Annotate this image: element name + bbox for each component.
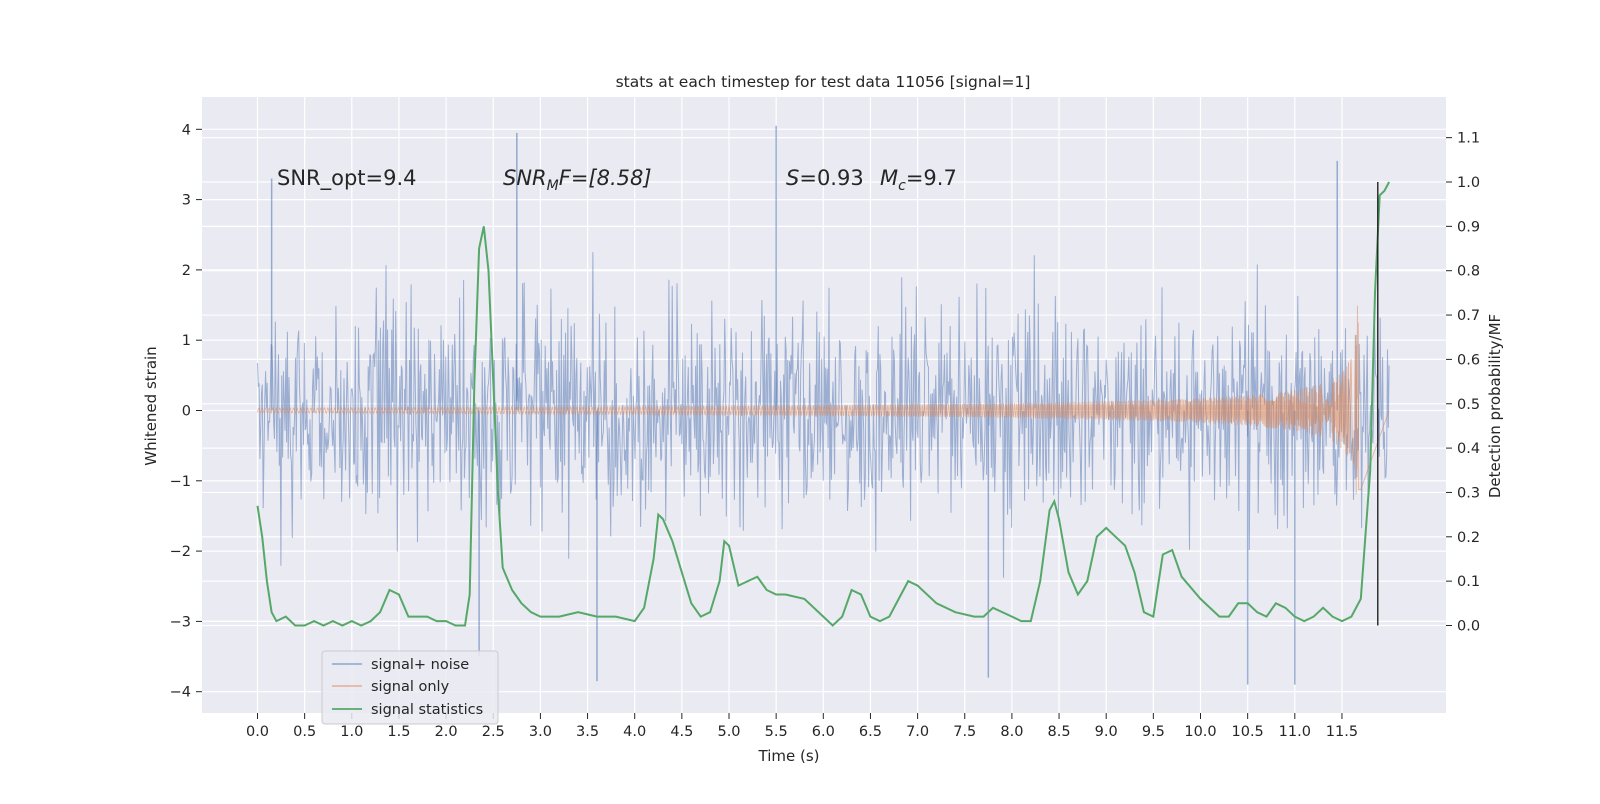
x-tick-label: 5.5: [765, 724, 788, 740]
y2-tick-label: 0.7: [1457, 308, 1480, 324]
legend-label-statistics: signal statistics: [371, 702, 483, 718]
legend-box: [321, 650, 499, 725]
y-tick-label: −3: [170, 614, 191, 630]
x-tick-label: 11.5: [1326, 724, 1358, 740]
y-axis-label: Whitened strain: [142, 346, 160, 465]
y2-axis: 1.1 1.0 0.9 0.8 0.7 0.6 0.5 0.4 0.3 0.2 0.1 0.0: [1446, 131, 1480, 635]
y-axis: 4 3 2 1 0 −1 −2 −3 −4: [170, 122, 202, 701]
y-tick-label: 3: [182, 193, 191, 209]
x-tick-label: 3.0: [529, 724, 552, 740]
y2-tick-label: 0.2: [1457, 530, 1480, 546]
x-axis: 0.0 0.5 1.0 1.5 2.0 2.5 3.0 3.5 4.0 4.5 5.0 5.5 6.0 6…: [246, 713, 1358, 740]
y2-tick-label: 1.1: [1457, 131, 1480, 147]
legend-label-signal: signal only: [371, 679, 450, 695]
x-tick-label: 10.5: [1232, 724, 1264, 740]
y2-tick-label: 1.0: [1457, 175, 1480, 191]
x-tick-label: 7.0: [906, 724, 929, 740]
annotation-s: S=0.93: [786, 166, 864, 190]
y2-tick-label: 0.8: [1457, 264, 1480, 280]
x-tick-label: 4.0: [623, 724, 646, 740]
x-tick-label: 11.0: [1279, 724, 1311, 740]
y2-tick-label: 0.5: [1457, 397, 1480, 413]
x-tick-label: 6.5: [859, 724, 882, 740]
x-tick-label: 1.5: [387, 724, 410, 740]
x-tick-label: 2.5: [482, 724, 505, 740]
y2-tick-label: 0.3: [1457, 485, 1480, 501]
y-tick-label: 0: [182, 404, 191, 420]
y-tick-label: −1: [170, 474, 191, 490]
x-tick-label: 8.0: [1000, 724, 1023, 740]
y2-axis-label: Detection probability/MF: [1486, 314, 1504, 498]
y2-tick-label: 0.9: [1457, 219, 1480, 235]
y2-tick-label: 0.4: [1457, 441, 1480, 457]
chart-title: stats at each timestep for test data 110…: [616, 73, 1031, 91]
x-tick-label: 5.0: [717, 724, 740, 740]
y2-tick-label: 0.6: [1457, 352, 1480, 368]
x-tick-label: 7.5: [953, 724, 976, 740]
x-tick-label: 6.0: [812, 724, 835, 740]
x-tick-label: 9.5: [1142, 724, 1165, 740]
y-tick-label: −4: [170, 685, 191, 701]
annotation-snr-opt: SNR_opt=9.4: [277, 166, 417, 191]
y-tick-label: 1: [182, 333, 191, 349]
y-tick-label: −2: [170, 544, 191, 560]
x-tick-label: 1.0: [340, 724, 363, 740]
x-tick-label: 10.0: [1184, 724, 1216, 740]
legend: signal+ noise signal only signal statist…: [321, 650, 499, 725]
legend-label-noise: signal+ noise: [371, 657, 469, 673]
y-tick-label: 2: [182, 263, 191, 279]
statistics-line: [256, 181, 1390, 627]
y-tick-label: 4: [182, 122, 191, 138]
signal-trace: [257, 305, 1390, 495]
annotation-snr-mf: SNRMF=[8.58]: [503, 166, 652, 194]
signal-only-series: [257, 305, 1390, 495]
x-tick-label: 0.0: [246, 724, 269, 740]
x-tick-label: 0.5: [293, 724, 316, 740]
x-tick-label: 9.0: [1095, 724, 1118, 740]
signal-statistics-series: [256, 181, 1390, 627]
x-tick-label: 2.0: [435, 724, 458, 740]
x-tick-label: 8.5: [1048, 724, 1071, 740]
y2-tick-label: 0.1: [1457, 574, 1480, 590]
x-tick-label: 3.5: [576, 724, 599, 740]
x-axis-label: Time (s): [758, 747, 820, 765]
x-tick-label: 4.5: [670, 724, 693, 740]
y2-tick-label: 0.0: [1457, 619, 1480, 635]
annotation-mc: Mc=9.7: [880, 166, 957, 194]
signal-noise-series: [257, 125, 1390, 685]
